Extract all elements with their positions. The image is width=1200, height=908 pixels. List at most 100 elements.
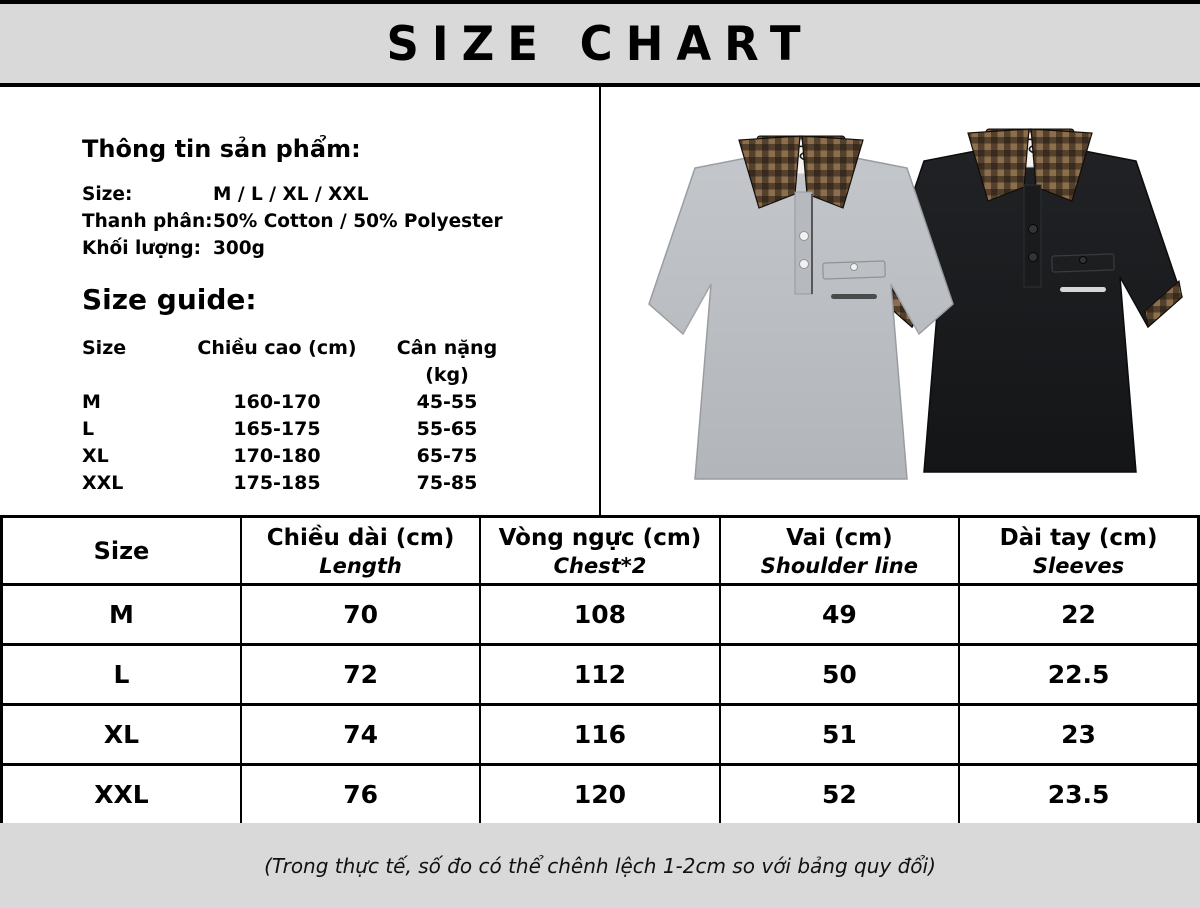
cell-chest: 116	[479, 703, 721, 766]
product-info-heading: Thông tin sản phẩm:	[82, 135, 361, 163]
info-value: 300g	[213, 238, 265, 259]
page-title: SIZE CHART	[386, 15, 814, 72]
black-pocket-button	[1079, 256, 1087, 264]
guide-cell: 55-65	[416, 418, 478, 440]
cell-shoulder: 49	[718, 583, 961, 646]
cell-shoulder: 50	[718, 643, 961, 706]
gray-collar-left-flap	[738, 135, 801, 209]
product-photo	[648, 128, 1183, 480]
col-header-chest: Vòng ngực (cm) Chest*2	[479, 515, 721, 586]
info-value: M / L / XL / XXL	[213, 184, 369, 205]
guide-cell: XL	[82, 445, 109, 467]
cell-sleeves: 23	[958, 703, 1200, 766]
cell-length: 76	[239, 763, 482, 826]
black-placket	[1023, 184, 1042, 288]
gray-polo-shirt	[648, 135, 954, 480]
black-brand-mark	[1060, 287, 1106, 292]
header-bar: SIZE CHART	[0, 0, 1200, 87]
gray-placket-button	[799, 259, 809, 269]
table-row: XXL 76 120 52 23.5	[0, 763, 1200, 826]
info-label: Thanh phân:	[82, 211, 213, 232]
info-row-weight: Khối lượng: 300g	[82, 235, 503, 262]
cell-chest: 112	[479, 643, 721, 706]
cell-sleeves: 22	[958, 583, 1200, 646]
table-row: L 72 112 50 22.5	[0, 643, 1200, 706]
cell-chest: 120	[479, 763, 721, 826]
product-photo-panel	[601, 87, 1200, 515]
black-collar-left-flap	[967, 128, 1030, 202]
guide-row: XXL 175-185 75-85	[82, 470, 522, 497]
info-label: Size:	[82, 184, 133, 205]
info-value: 50% Cotton / 50% Polyester	[213, 211, 503, 232]
black-placket-button	[1028, 224, 1038, 234]
guide-row: L 165-175 55-65	[82, 416, 522, 443]
info-label: Khối lượng:	[82, 238, 202, 259]
black-right-plaid-cuff	[1144, 280, 1183, 328]
cell-sleeves: 23.5	[958, 763, 1200, 826]
cell-chest: 108	[479, 583, 721, 646]
col-header-en: Shoulder line	[760, 553, 918, 578]
black-polo-shirt	[877, 128, 1183, 473]
guide-cell: 175-185	[233, 472, 321, 494]
footer-bar: (Trong thực tế, số đo có thể chênh lệch …	[0, 823, 1200, 908]
table-row: M 70 108 49 22	[0, 583, 1200, 646]
guide-cell: 45-55	[416, 391, 478, 413]
guide-row: M 160-170 45-55	[82, 389, 522, 416]
gray-brand-mark	[831, 294, 877, 299]
gray-collar-right-flap	[801, 135, 864, 209]
cell-size: XXL	[0, 763, 242, 826]
black-collar-right-flap	[1030, 128, 1093, 202]
guide-cell: 75-85	[416, 472, 478, 494]
guide-cell: 165-175	[233, 418, 321, 440]
col-header-length: Chiều dài (cm) Length	[239, 515, 482, 586]
product-info-rows: Size: M / L / XL / XXL Thanh phân: 50% C…	[82, 181, 503, 262]
gray-placket	[794, 191, 813, 295]
gray-placket-button	[799, 231, 809, 241]
col-header-vi: Vai (cm)	[786, 524, 893, 551]
size-guide-header-row: Size Chiều cao (cm) Cân nặng (kg)	[82, 335, 522, 389]
guide-col-weight: Cân nặng (kg)	[396, 337, 498, 386]
col-header-size: Size	[0, 515, 242, 586]
cell-length: 72	[239, 643, 482, 706]
cell-sleeves: 22.5	[958, 643, 1200, 706]
col-header-sleeves: Dài tay (cm) Sleeves	[958, 515, 1200, 586]
cell-size: L	[0, 643, 242, 706]
info-row-size: Size: M / L / XL / XXL	[82, 181, 503, 208]
col-header-shoulder: Vai (cm) Shoulder line	[718, 515, 961, 586]
cell-size: XL	[0, 703, 242, 766]
vertical-divider	[599, 87, 601, 515]
cell-length: 74	[239, 703, 482, 766]
gray-sleeve-seams	[682, 283, 920, 335]
guide-cell: 160-170	[233, 391, 321, 413]
size-guide-heading: Size guide:	[82, 283, 257, 316]
product-info-panel: Thông tin sản phẩm: Size: M / L / XL / X…	[0, 87, 599, 515]
tolerance-note: (Trong thực tế, số đo có thể chênh lệch …	[264, 853, 936, 878]
content-area: Thông tin sản phẩm: Size: M / L / XL / X…	[0, 87, 1200, 515]
table-row: XL 74 116 51 23	[0, 703, 1200, 766]
col-header-vi: Dài tay (cm)	[999, 524, 1158, 551]
col-header-en: Sleeves	[1032, 553, 1125, 578]
info-row-material: Thanh phân: 50% Cotton / 50% Polyester	[82, 208, 503, 235]
guide-col-size: Size	[82, 337, 127, 359]
cell-size: M	[0, 583, 242, 646]
col-header-en: Chest*2	[553, 553, 647, 578]
col-header-vi: Vòng ngực (cm)	[498, 524, 702, 551]
col-header-en: Length	[319, 553, 402, 578]
measurement-table: Size Chiều dài (cm) Length Vòng ngực (cm…	[0, 515, 1200, 826]
guide-cell: M	[82, 391, 101, 413]
cell-shoulder: 52	[718, 763, 961, 826]
cell-shoulder: 51	[718, 703, 961, 766]
guide-cell: L	[82, 418, 95, 440]
guide-row: XL 170-180 65-75	[82, 443, 522, 470]
guide-col-height: Chiều cao (cm)	[197, 337, 357, 359]
col-header-vi: Chiều dài (cm)	[266, 524, 455, 551]
cell-length: 70	[239, 583, 482, 646]
guide-cell: XXL	[82, 472, 124, 494]
gray-pocket-button	[850, 263, 858, 271]
guide-cell: 65-75	[416, 445, 478, 467]
col-header-label: Size	[93, 536, 150, 565]
table-header-row: Size Chiều dài (cm) Length Vòng ngực (cm…	[0, 515, 1200, 586]
size-guide-table: Size Chiều cao (cm) Cân nặng (kg) M 160-…	[82, 335, 522, 497]
guide-cell: 170-180	[233, 445, 321, 467]
